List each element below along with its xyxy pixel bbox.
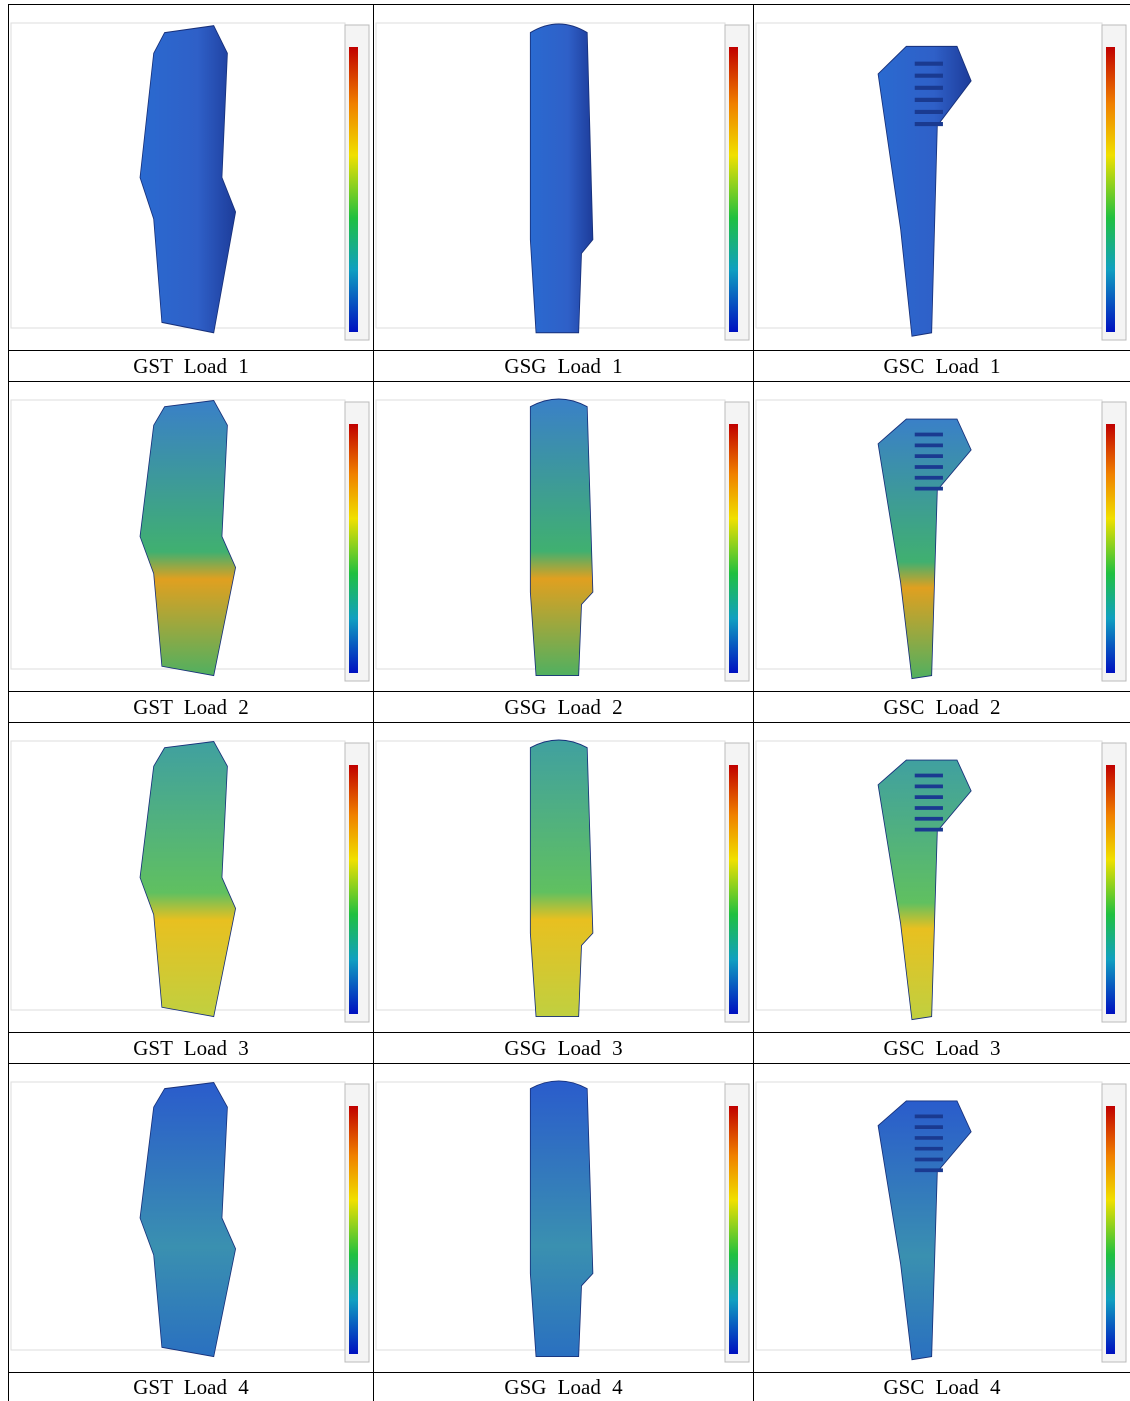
stress-image [9, 1064, 373, 1372]
image-cell [753, 4, 1130, 350]
stress-image [9, 723, 373, 1032]
image-cell [8, 722, 373, 1032]
image-cell [753, 1063, 1130, 1372]
caption: GSC Load 1 [753, 350, 1130, 381]
caption: GSG Load 1 [373, 350, 753, 381]
caption: GST Load 1 [8, 350, 373, 381]
image-cell [373, 4, 753, 350]
colorbar [349, 47, 358, 332]
colorbar [729, 424, 738, 673]
stress-image [9, 5, 373, 350]
image-cell [373, 381, 753, 691]
caption: GST Load 4 [8, 1372, 373, 1401]
image-cell [8, 1063, 373, 1372]
stress-image [374, 5, 753, 350]
stress-image [754, 1064, 1130, 1372]
colorbar [729, 1106, 738, 1354]
caption: GSC Load 3 [753, 1032, 1130, 1063]
figure-table: GST Load 1GSG Load 1GSC Load 1 GST Load 2… [0, 0, 1130, 1401]
image-cell [8, 4, 373, 350]
colorbar [729, 765, 738, 1014]
colorbar [1106, 1106, 1115, 1354]
colorbar [349, 765, 358, 1014]
caption: GSG Load 4 [373, 1372, 753, 1401]
caption: GSC Load 2 [753, 691, 1130, 722]
colorbar [1106, 424, 1115, 673]
colorbar [349, 424, 358, 673]
image-cell [8, 381, 373, 691]
stress-image [754, 5, 1130, 350]
stress-image [374, 723, 753, 1032]
colorbar [1106, 765, 1115, 1014]
image-cell [373, 722, 753, 1032]
stress-image [9, 382, 373, 691]
caption: GSC Load 4 [753, 1372, 1130, 1401]
image-cell [373, 1063, 753, 1372]
colorbar [349, 1106, 358, 1354]
stress-image [754, 382, 1130, 691]
caption: GST Load 2 [8, 691, 373, 722]
image-cell [753, 381, 1130, 691]
image-cell [753, 722, 1130, 1032]
stress-image [374, 382, 753, 691]
stress-image [754, 723, 1130, 1032]
caption: GST Load 3 [8, 1032, 373, 1063]
caption: GSG Load 2 [373, 691, 753, 722]
caption: GSG Load 3 [373, 1032, 753, 1063]
colorbar [729, 47, 738, 332]
stress-image [374, 1064, 753, 1372]
colorbar [1106, 47, 1115, 332]
